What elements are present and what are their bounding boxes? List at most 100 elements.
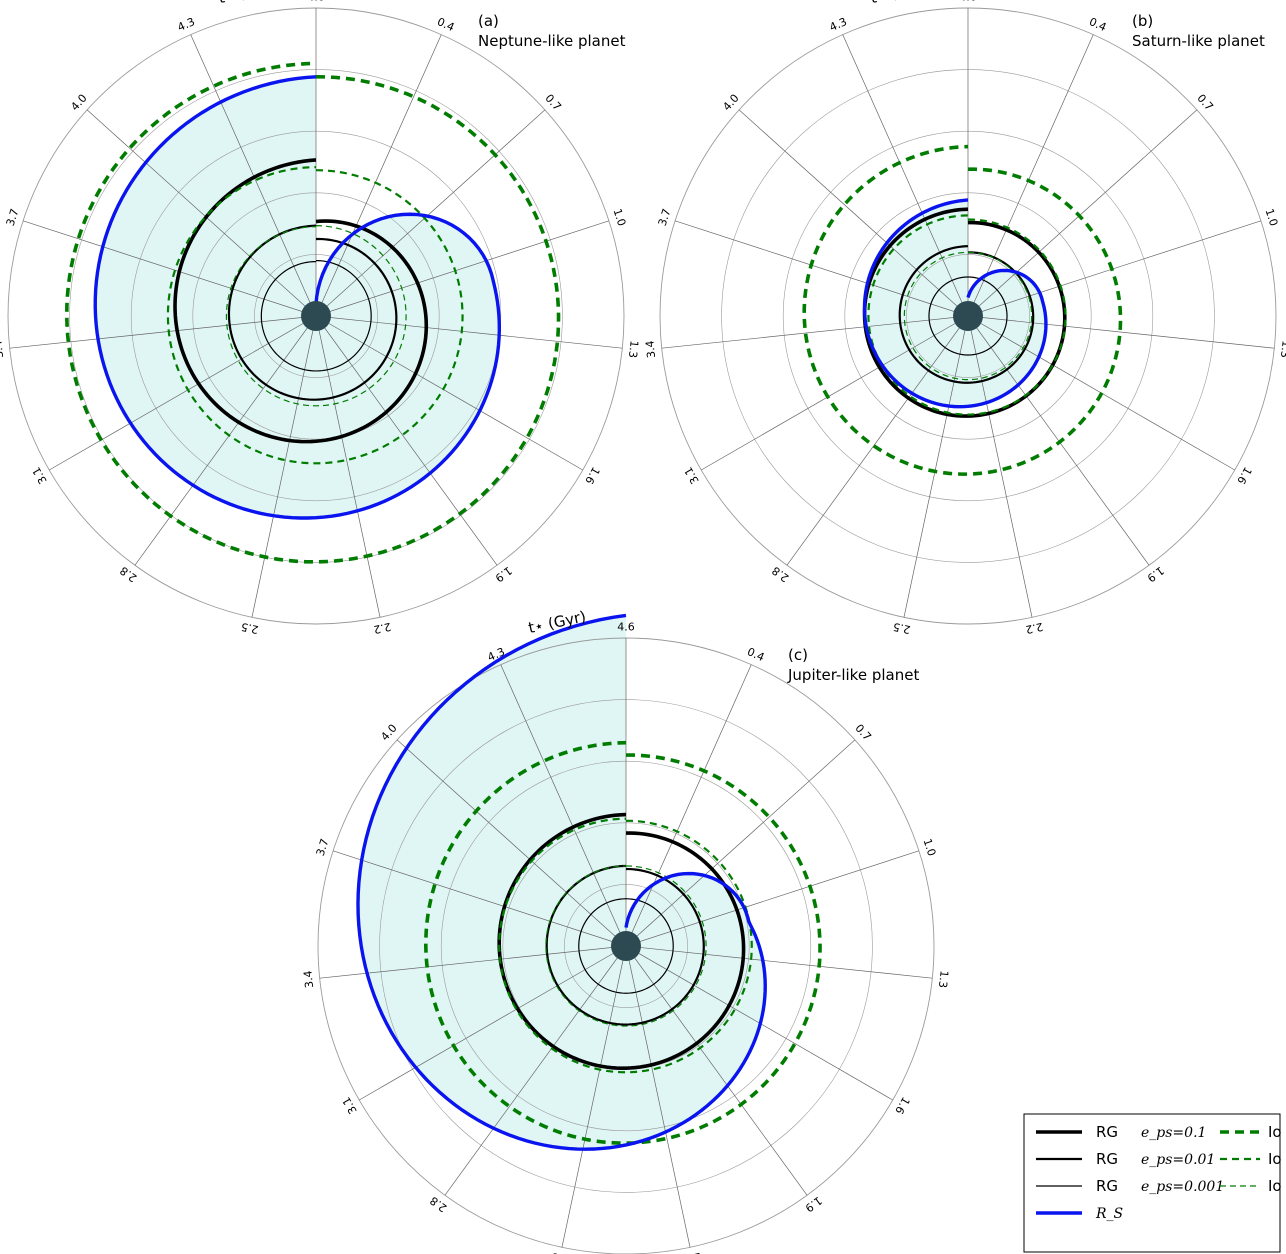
series-rg-e-ps-0-01: [898, 245, 1035, 384]
series-rg-e-ps-0-1: [173, 158, 429, 444]
angular-tick-label: 3.7: [314, 837, 332, 858]
shaded-region: [95, 76, 500, 519]
spoke-line: [561, 945, 627, 1248]
legend-label: Io: [1268, 1123, 1282, 1141]
angular-tick-label: 3.1: [340, 1095, 360, 1117]
angular-tick-label: 3.4: [301, 970, 316, 989]
panel-neptune-like: 4.60.40.71.01.31.61.92.22.52.83.13.43.74…: [0, 0, 641, 636]
spoke-line: [842, 34, 969, 317]
spoke-line: [500, 664, 627, 947]
legend-eps-label: e_ps=0.001: [1141, 1179, 1224, 1195]
series-io-e-ps-0-001: [225, 225, 407, 407]
angular-tick-label: 3.7: [4, 207, 22, 228]
spoke-line: [967, 315, 1033, 618]
angular-tick-label: 1.0: [920, 837, 938, 858]
spoke-line: [625, 945, 808, 1196]
angular-tick-label: 2.8: [770, 564, 792, 585]
spoke-line: [625, 739, 856, 947]
angular-tick-label: 4.3: [176, 15, 197, 34]
angular-tick-label: 2.5: [240, 620, 260, 636]
shaded-region: [864, 199, 1046, 407]
legend-label: R_S: [1095, 1206, 1123, 1222]
legend-label: Io: [1268, 1177, 1282, 1195]
angular-tick-label: 2.8: [428, 1194, 450, 1215]
spoke-line: [967, 315, 1275, 349]
angular-tick-label: 0.4: [745, 645, 766, 664]
spoke-line: [315, 34, 442, 317]
spoke-line: [359, 945, 627, 1101]
spoke-line: [332, 850, 627, 947]
legend-label: RG: [1096, 1150, 1118, 1168]
center-disc: [953, 301, 983, 331]
legend-box: [1023, 1113, 1281, 1253]
series-r-s: [93, 75, 502, 520]
spoke-line: [319, 945, 627, 979]
spoke-line: [315, 315, 381, 618]
spoke-line: [625, 945, 933, 979]
series-rg-e-ps-0-01: [227, 224, 398, 401]
angular-tick-label: 3.1: [682, 465, 702, 487]
legend-label: RG: [1096, 1123, 1118, 1141]
series-io-e-ps-0-1: [802, 144, 1123, 476]
angular-tick-label: 1.0: [1262, 207, 1280, 228]
series-io-e-ps-0-01: [498, 817, 753, 1074]
angular-tick-label: 1.6: [1234, 465, 1254, 487]
angular-tick-label: 2.2: [682, 1250, 702, 1254]
spoke-line: [625, 664, 752, 947]
angular-tick-label: 2.2: [1024, 620, 1044, 636]
angular-tick-label: 3.7: [656, 207, 674, 228]
spoke-line: [661, 315, 969, 349]
angular-tick-label: 4.6: [959, 0, 977, 4]
angular-tick-label: 2.5: [550, 1250, 570, 1254]
angular-tick-label: 1.0: [610, 207, 628, 228]
spoke-line: [86, 109, 317, 317]
angular-tick-label: 0.4: [1087, 15, 1108, 34]
spoke-line: [315, 220, 610, 317]
legend-label: Io: [1268, 1150, 1282, 1168]
panel-saturn-like: 4.60.40.71.01.31.61.92.22.52.83.13.43.74…: [643, 0, 1286, 636]
series-rg-e-ps-0-001: [260, 259, 372, 372]
angular-tick-label: 1.6: [582, 465, 602, 487]
series-rg-e-ps-0-01: [545, 864, 705, 1026]
spoke-line: [190, 34, 317, 317]
angular-tick-label: 1.9: [803, 1194, 825, 1215]
legend-label: RG: [1096, 1177, 1118, 1195]
spoke-line: [251, 315, 317, 618]
series-io-e-ps-0-001: [545, 865, 707, 1027]
series-io-e-ps-0-001: [903, 251, 1033, 381]
spoke-line: [701, 315, 969, 471]
spoke-line: [786, 315, 969, 566]
panel-title: Saturn-like planet: [1132, 32, 1265, 50]
series-io-e-ps-0-1: [423, 740, 822, 1145]
spoke-line: [22, 220, 317, 317]
series-r-s: [356, 613, 767, 1151]
series-rg-e-ps-0-001: [578, 898, 674, 994]
spoke-line: [967, 220, 1262, 317]
panel-label: (a): [478, 12, 499, 30]
angular-tick-label: 1.9: [493, 564, 515, 585]
panel-title: Neptune-like planet: [478, 32, 626, 50]
angular-axis-label: t⋆ (Gyr): [217, 0, 278, 7]
angular-tick-label: 4.6: [307, 0, 325, 4]
legend: RG e_ps=0.1 Io RG e_ps=0.01 Io RG e_ps=0.001 Io R…: [1023, 1113, 1282, 1253]
spoke-line: [738, 109, 969, 317]
angular-tick-label: 3.4: [643, 340, 658, 359]
center-disc: [301, 301, 331, 331]
spoke-line: [134, 315, 317, 566]
spoke-line: [315, 315, 583, 471]
angular-tick-label: 3.1: [30, 465, 50, 487]
angular-tick-label: 1.6: [892, 1095, 912, 1117]
spoke-line: [49, 315, 317, 471]
center-disc: [611, 931, 641, 961]
angular-tick-label: 2.5: [892, 620, 912, 636]
angular-tick-label: 1.9: [1145, 564, 1167, 585]
angular-tick-label: 2.2: [372, 620, 392, 636]
series-io-e-ps-0-1: [64, 61, 561, 564]
angular-tick-label: 0.4: [435, 15, 456, 34]
panel-title: Jupiter-like planet: [787, 666, 919, 684]
spoke-line: [315, 315, 623, 349]
spoke-line: [444, 945, 627, 1196]
spoke-line: [315, 315, 498, 566]
spoke-line: [967, 315, 1150, 566]
